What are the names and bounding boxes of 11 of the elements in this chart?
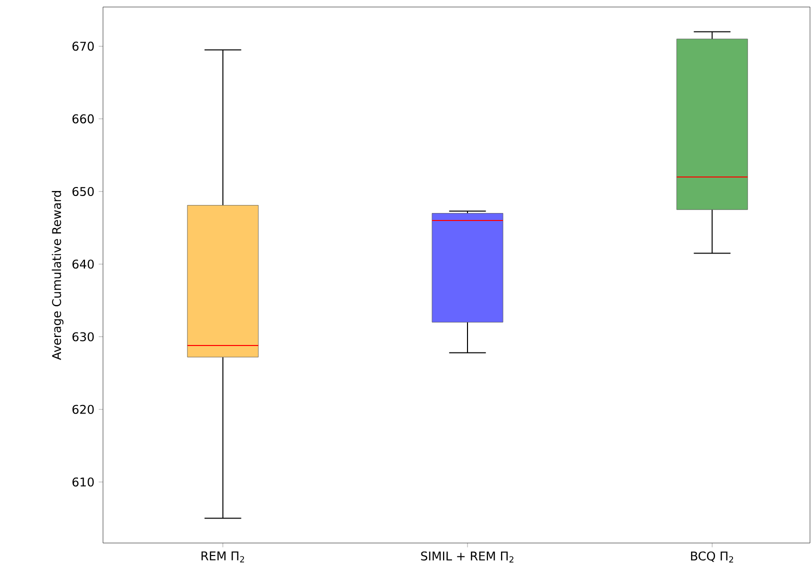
- y-tick-label: 620: [72, 404, 94, 414]
- x-tick-label: REM Π$_{2}$: [202, 551, 244, 562]
- x-tick-label: BCQ Π$_{2}$: [691, 551, 734, 562]
- x-tick-label: SIMIL + REM Π$_{2}$: [421, 551, 514, 562]
- y-tick-label: 610: [72, 477, 94, 487]
- y-tick-label: 670: [72, 42, 94, 51]
- y-tick-label: 630: [72, 332, 94, 342]
- y-tick-label: 650: [72, 186, 94, 196]
- y-axis-title: Average Cumulative Reward: [52, 191, 64, 360]
- y-tick-label: 640: [72, 260, 94, 269]
- y-tick-label: 660: [72, 114, 94, 124]
